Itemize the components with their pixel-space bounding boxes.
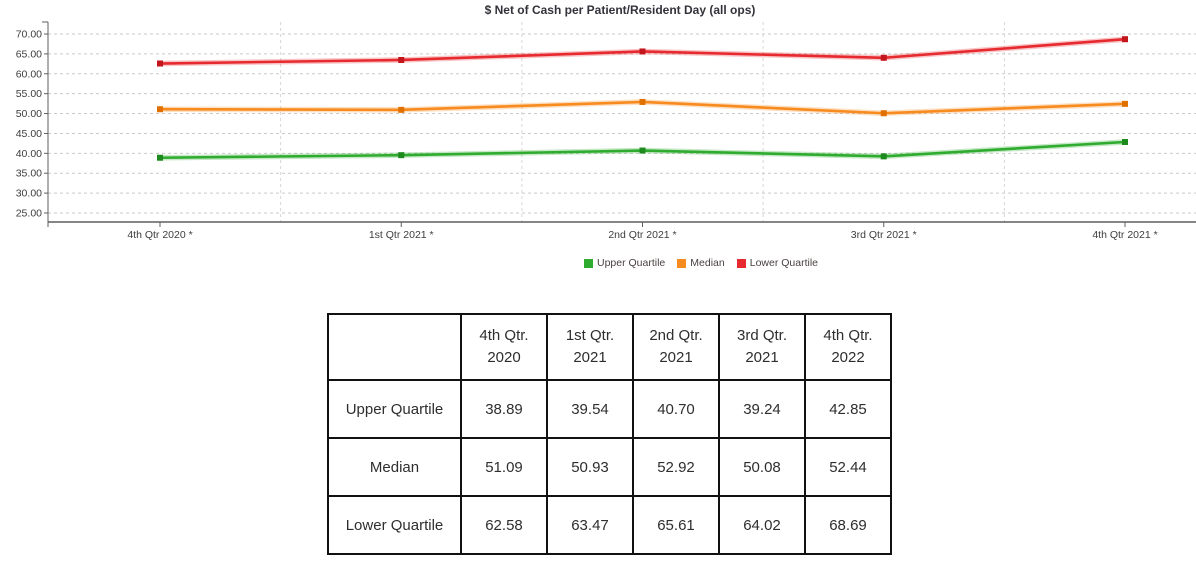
quarterly-data-table: 4th Qtr. 2020 1st Qtr. 2021 2nd Qtr. 2021 3rd …	[327, 313, 892, 555]
column-header: 2nd Qtr. 2021	[632, 313, 720, 381]
column-header: 3rd Qtr. 2021	[718, 313, 806, 381]
y-tick-label: 25.00	[16, 208, 42, 220]
data-point-marker-median	[157, 106, 163, 113]
value-cell: 50.08	[718, 437, 806, 497]
data-point-marker-lower-quartile	[157, 60, 163, 67]
data-point-marker-lower-quartile	[1122, 36, 1128, 43]
value-cell: 68.69	[804, 495, 892, 555]
y-tick-label: 35.00	[16, 168, 42, 180]
legend-item-median: Median	[677, 257, 725, 269]
data-point-marker-median	[880, 110, 887, 117]
y-tick-label: 50.00	[16, 108, 42, 120]
data-point-marker-upper-quartile	[880, 153, 887, 160]
table-header-row: 4th Qtr. 2020 1st Qtr. 2021 2nd Qtr. 2021 3rd …	[327, 313, 892, 381]
legend-swatch-lower-quartile	[736, 258, 746, 268]
column-header: 1st Qtr. 2021	[546, 313, 634, 381]
legend-swatch-median	[677, 258, 687, 268]
x-tick-label: 1st Qtr 2021 *	[369, 229, 434, 241]
column-header-line1: 3rd Qtr.	[736, 327, 788, 344]
chart-title: $ Net of Cash per Patient/Resident Day (…	[484, 3, 756, 17]
table-row-median: Median 51.09 50.93 52.92 50.08 52.44	[327, 437, 892, 497]
legend-label: Upper Quartile	[596, 257, 666, 269]
column-header-line2: 2021	[659, 349, 693, 366]
value-cell: 65.61	[632, 495, 720, 555]
data-point-marker-median	[1122, 100, 1128, 107]
column-header-line1: 4th Qtr.	[479, 327, 529, 344]
value-cell: 39.24	[718, 379, 806, 439]
data-point-marker-upper-quartile	[639, 147, 646, 154]
y-tick-label: 60.00	[16, 68, 42, 80]
value-cell: 50.93	[546, 437, 634, 497]
value-cell: 38.89	[460, 379, 548, 439]
row-label: Upper Quartile	[327, 379, 462, 439]
y-tick-label: 55.00	[16, 88, 42, 100]
legend-label: Median	[690, 257, 725, 269]
y-tick-label: 40.00	[16, 148, 42, 160]
corner-cell	[327, 313, 462, 381]
column-header-line2: 2020	[487, 349, 521, 366]
table-row-lower-quartile: Lower Quartile 62.58 63.47 65.61 64.02 68.69	[327, 495, 892, 555]
value-cell: 51.09	[460, 437, 548, 497]
data-point-marker-upper-quartile	[398, 152, 405, 159]
value-cell: 42.85	[804, 379, 892, 439]
column-header-line1: 1st Qtr.	[565, 327, 615, 344]
row-label: Lower Quartile	[327, 495, 462, 555]
y-tick-label: 30.00	[16, 188, 42, 200]
column-header: 4th Qtr. 2022	[804, 313, 892, 381]
data-point-marker-upper-quartile	[157, 154, 163, 161]
value-cell: 63.47	[546, 495, 634, 555]
y-tick-label: 70.00	[16, 29, 42, 41]
table-row-upper-quartile: Upper Quartile 38.89 39.54 40.70 39.24 42.85	[327, 379, 892, 439]
legend-label: Lower Quartile	[749, 257, 819, 269]
value-cell: 40.70	[632, 379, 720, 439]
chart-legend: Upper Quartile Median Lower Quartile	[583, 257, 819, 269]
legend-swatch-upper-quartile	[583, 258, 593, 268]
data-point-marker-lower-quartile	[639, 48, 646, 55]
x-tick-label: 2nd Qtr 2021 *	[608, 229, 676, 241]
column-header-line1: 2nd Qtr.	[649, 327, 703, 344]
column-header-line2: 2022	[831, 349, 865, 366]
net-cash-line-chart: 70.00 65.00 60.00 55.00 50.00 45.00 40.00 35.00…	[16, 21, 1196, 241]
legend-item-lower-quartile: Lower Quartile	[736, 257, 819, 269]
y-tick-label: 65.00	[16, 48, 42, 60]
value-cell: 62.58	[460, 495, 548, 555]
column-header-line2: 2021	[573, 349, 607, 366]
data-point-marker-lower-quartile	[398, 56, 405, 63]
data-point-marker-upper-quartile	[1122, 138, 1128, 145]
x-tick-label: 3rd Qtr 2021 *	[851, 229, 917, 241]
value-cell: 39.54	[546, 379, 634, 439]
x-tick-label: 4th Qtr 2020 *	[127, 229, 192, 241]
value-cell: 52.92	[632, 437, 720, 497]
data-point-marker-lower-quartile	[880, 54, 887, 61]
data-point-marker-median	[639, 98, 646, 105]
x-tick-label: 4th Qtr 2021 *	[1092, 229, 1157, 241]
y-tick-label: 45.00	[16, 128, 42, 140]
column-header-line1: 4th Qtr.	[823, 327, 873, 344]
column-header-line2: 2021	[745, 349, 779, 366]
column-header: 4th Qtr. 2020	[460, 313, 548, 381]
data-point-marker-median	[398, 106, 405, 113]
legend-item-upper-quartile: Upper Quartile	[583, 257, 666, 269]
value-cell: 64.02	[718, 495, 806, 555]
value-cell: 52.44	[804, 437, 892, 497]
row-label: Median	[327, 437, 462, 497]
